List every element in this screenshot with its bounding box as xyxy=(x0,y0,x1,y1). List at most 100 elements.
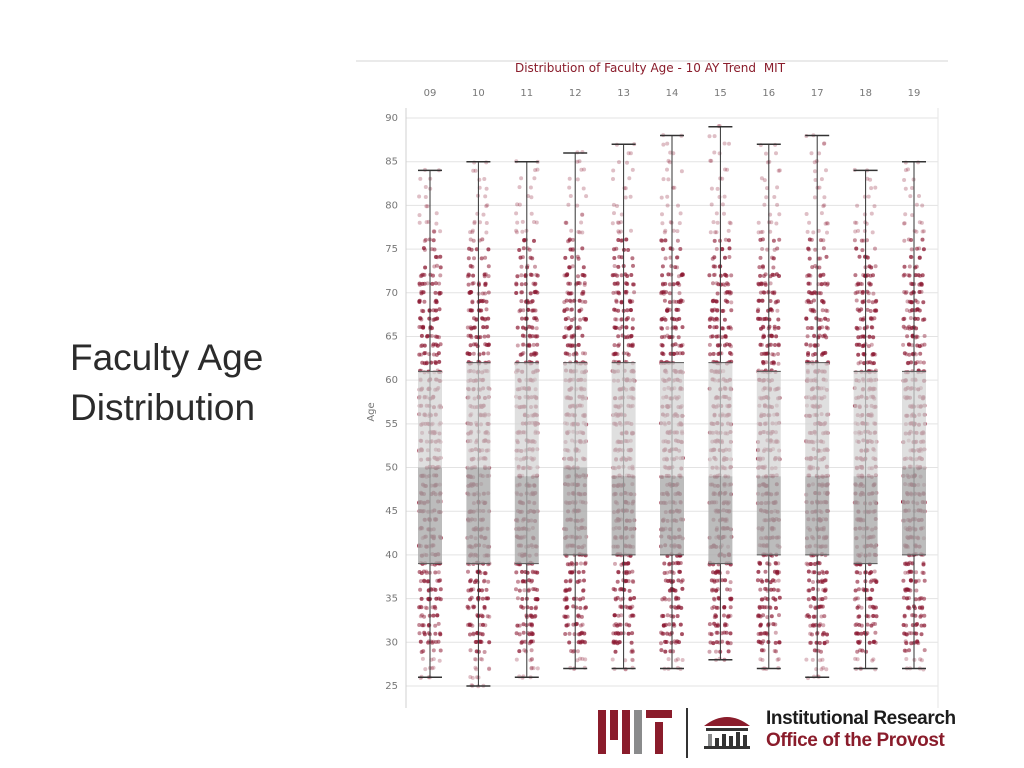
data-point xyxy=(564,298,569,303)
data-point xyxy=(672,317,677,322)
data-point xyxy=(808,281,812,286)
data-point xyxy=(818,256,823,261)
data-point xyxy=(612,343,617,348)
data-point xyxy=(903,212,908,217)
data-point xyxy=(420,281,425,286)
data-point xyxy=(427,352,432,357)
data-point xyxy=(869,316,873,321)
data-point xyxy=(869,265,874,270)
data-point xyxy=(567,238,572,243)
data-point xyxy=(907,648,912,653)
data-point xyxy=(914,229,919,234)
data-point xyxy=(417,631,422,636)
data-point xyxy=(625,160,629,165)
data-point xyxy=(714,334,719,339)
data-point xyxy=(722,613,726,618)
data-point xyxy=(615,281,620,286)
data-point xyxy=(909,291,914,296)
data-point xyxy=(434,308,438,313)
data-point xyxy=(909,569,913,574)
data-point xyxy=(626,343,631,348)
data-point xyxy=(813,562,817,567)
data-point xyxy=(616,220,621,225)
data-point xyxy=(437,359,442,364)
data-point xyxy=(823,587,828,592)
data-point xyxy=(528,639,533,644)
data-point xyxy=(624,325,629,330)
data-point xyxy=(568,281,573,286)
data-point xyxy=(822,141,826,146)
data-point xyxy=(922,334,927,338)
data-point xyxy=(521,325,525,330)
data-point xyxy=(725,587,730,592)
data-point xyxy=(902,613,907,618)
data-point xyxy=(564,221,569,225)
data-point xyxy=(578,606,583,610)
data-point xyxy=(615,623,619,628)
data-point xyxy=(485,203,490,208)
data-point xyxy=(871,291,876,296)
data-point xyxy=(867,282,872,287)
data-point xyxy=(909,578,913,583)
data-point xyxy=(861,238,866,243)
data-point xyxy=(662,289,666,294)
data-point xyxy=(824,570,829,575)
data-point xyxy=(674,606,678,611)
data-point xyxy=(821,623,826,628)
data-point xyxy=(676,335,681,340)
data-point xyxy=(676,657,680,662)
data-point xyxy=(821,665,826,670)
data-point xyxy=(817,291,821,295)
data-point xyxy=(519,290,524,295)
box-upper-16 xyxy=(756,371,781,477)
data-point xyxy=(661,614,666,618)
data-point xyxy=(611,639,616,644)
data-point xyxy=(467,246,472,251)
data-point xyxy=(860,300,865,305)
data-point xyxy=(517,649,522,654)
data-point xyxy=(619,220,623,225)
data-point xyxy=(905,596,909,601)
data-point xyxy=(776,361,781,366)
data-point xyxy=(480,291,485,296)
data-point xyxy=(859,307,864,312)
data-point xyxy=(666,272,671,277)
data-point xyxy=(478,220,482,225)
data-point xyxy=(756,569,761,574)
data-point xyxy=(614,290,619,295)
data-point xyxy=(761,324,765,329)
data-point xyxy=(776,168,781,173)
data-point xyxy=(485,325,490,329)
data-point xyxy=(616,229,621,234)
data-point xyxy=(434,352,439,357)
data-point xyxy=(519,640,524,645)
data-point xyxy=(528,658,533,663)
data-point xyxy=(714,299,719,304)
data-point xyxy=(712,597,717,602)
data-point xyxy=(469,326,474,331)
data-point xyxy=(873,185,878,190)
data-point xyxy=(417,570,422,574)
data-point xyxy=(484,596,489,601)
data-point xyxy=(484,230,489,235)
y-tick-label-60: 60 xyxy=(385,375,398,386)
data-point xyxy=(564,623,569,628)
data-point xyxy=(773,630,778,635)
data-point xyxy=(759,631,764,636)
data-point xyxy=(486,334,491,339)
data-point xyxy=(667,300,672,305)
data-point xyxy=(729,326,734,331)
data-point xyxy=(424,606,429,611)
data-point xyxy=(575,254,580,259)
data-point xyxy=(615,352,620,357)
data-point xyxy=(484,587,489,592)
data-point xyxy=(723,291,728,296)
data-point xyxy=(713,230,718,235)
data-point xyxy=(871,273,875,278)
data-point xyxy=(908,254,913,259)
data-point xyxy=(853,229,858,234)
data-point xyxy=(662,571,667,575)
data-point xyxy=(421,325,426,330)
data-point xyxy=(418,274,423,279)
data-point xyxy=(774,221,779,226)
